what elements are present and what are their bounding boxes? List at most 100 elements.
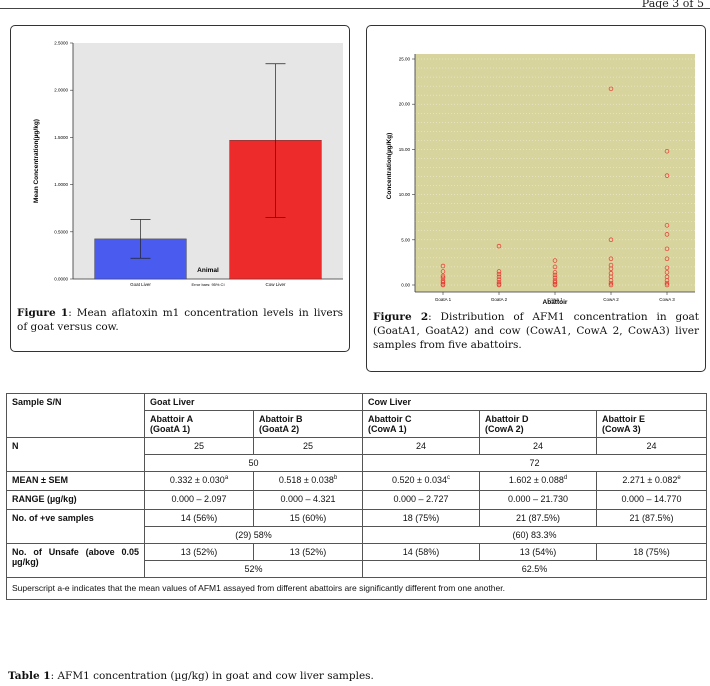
mean-value: 0.332 ± 0.030 (169, 475, 225, 485)
y-tick-label: 20.00 (399, 102, 411, 107)
table-cell: 14 (56%) (144, 509, 254, 527)
abattoir-e-label: Abattoir E (602, 414, 646, 424)
data-point (664, 232, 670, 237)
table-cell: 14 (58%) (362, 543, 481, 561)
abattoir-d-header: Abattoir D (CowA 2) (479, 410, 598, 438)
data-point (664, 173, 670, 178)
mean-value: 2.271 ± 0.082 (622, 475, 678, 485)
abattoir-c-code: (CowA 1) (368, 424, 407, 434)
x-axis-title: Animal (197, 267, 219, 274)
x-tick-label: CowA 1 (547, 297, 563, 302)
data-point (552, 270, 558, 275)
mean-superscript: d (563, 475, 568, 481)
row-label-unsafe: No. of Unsafe (above 0.05 µg/kg) (6, 543, 145, 578)
abattoir-c-header: Abattoir C (CowA 1) (362, 410, 481, 438)
y-axis-title: Concentration(µg/Kg) (386, 133, 393, 200)
table-row-n-total: 50 72 (7, 454, 708, 472)
figure-2-caption-text: : Distribution of AFM1 concentration in … (373, 311, 699, 351)
table-cell: 21 (87.5%) (596, 509, 708, 527)
table-row-positive: No. of +ve samples 14 (56%) 15 (60%) 18 … (6, 509, 708, 544)
table-footnote: Superscript a-e indicates that the mean … (5, 577, 708, 600)
abattoir-b-label: Abattoir B (259, 414, 303, 424)
table-cell: 24 (362, 437, 481, 455)
row-label-range: RANGE (µg/kg) (6, 490, 145, 510)
table-row-n: N 25 25 24 24 24 (6, 437, 708, 472)
data-point (440, 275, 446, 281)
table-cell: 24 (479, 437, 598, 455)
mean-superscript: e (677, 475, 681, 481)
figure-1-caption-label: Figure 1 (17, 307, 69, 319)
table-cell: 24 (596, 437, 708, 455)
goat-positive-total: (29) 58% (143, 526, 364, 544)
y-tick-label: 15.00 (399, 147, 411, 152)
row-label-n: N (6, 437, 145, 472)
data-point (608, 262, 614, 268)
page-header: Page 3 of 5 (641, 0, 704, 8)
goat-unsafe-total: 52% (143, 560, 364, 578)
table-cell: 0.000 – 2.727 (362, 490, 481, 510)
data-point (440, 269, 446, 274)
data-point (552, 264, 558, 270)
table-cell: 0.000 – 2.097 (144, 490, 254, 510)
data-point (664, 256, 670, 262)
data-point (608, 237, 614, 243)
figure-2: 0.00 5.00 10.00 15.00 20.00 25.00 GoatA 1 GoatA… (366, 25, 706, 372)
table-cell: 21 (87.5%) (479, 509, 598, 527)
cow-liver-header: Cow Liver (362, 393, 708, 411)
data-point (664, 246, 670, 252)
figure-2-scatter-chart: 0.00 5.00 10.00 15.00 20.00 25.00 GoatA 1 GoatA… (386, 54, 695, 306)
table-caption-label: Table 1 (8, 670, 51, 682)
table-cell: 0.520 ± 0.034c (362, 471, 481, 491)
y-tick-label: 25.00 (399, 57, 411, 62)
y-tick-label: 2.5000 (54, 41, 68, 46)
table-cell: 0.000 – 4.321 (252, 490, 364, 510)
table-row-range: RANGE (µg/kg) 0.000 – 2.097 0.000 – 4.32… (6, 490, 708, 510)
figure-1-caption-text: : Mean aflatoxin m1 concentration levels… (17, 307, 343, 333)
y-axis-title: Mean Concentration(µg/kg) (33, 119, 40, 203)
data-point (552, 278, 558, 283)
data-point (608, 256, 614, 262)
data-point (664, 223, 670, 228)
x-tick-label: CowA 2 (603, 297, 619, 302)
table-footnote-row: Superscript a-e indicates that the mean … (5, 577, 708, 600)
mean-superscript: c (447, 475, 450, 481)
data-point (440, 263, 446, 269)
table-cell: 25 (144, 437, 254, 455)
x-tick-label: GoatA 2 (491, 297, 508, 302)
data-point (664, 282, 670, 288)
abattoir-a-header: Abattoir A (GoatA 1) (144, 410, 254, 438)
y-tick-label: 0.00 (401, 283, 410, 288)
data-point (664, 265, 670, 271)
data-point (608, 282, 614, 288)
table-cell: 18 (75%) (596, 543, 708, 561)
x-axis-title: Abattoir (543, 299, 568, 306)
data-point (664, 270, 670, 275)
data-point (440, 278, 446, 283)
data-point (552, 258, 558, 263)
data-point (608, 270, 614, 276)
x-tick-label: GoatA 1 (435, 297, 452, 302)
abattoir-d-code: (CowA 2) (485, 424, 524, 434)
data-point (608, 280, 614, 286)
y-tick-label: 5.00 (401, 237, 410, 242)
y-tick-label: 1.5000 (54, 135, 68, 140)
x-tick-label: CowA 3 (659, 297, 675, 302)
y-tick-label: 2.0000 (54, 88, 68, 93)
mean-superscript: a (224, 475, 229, 481)
figure-2-caption: Figure 2: Distribution of AFM1 concentra… (373, 310, 699, 352)
table-cell: 18 (75%) (362, 509, 481, 527)
abattoir-c-label: Abattoir C (368, 414, 412, 424)
plot-area (415, 54, 695, 292)
x-tick-label: Cow Liver (265, 282, 286, 287)
table-cell: 0.000 – 21.730 (479, 490, 598, 510)
table-cell: 25 (252, 437, 364, 455)
table-cell: 0.518 ± 0.038b (252, 471, 364, 491)
mean-value: 0.518 ± 0.038 (278, 475, 334, 485)
abattoir-a-label: Abattoir A (150, 414, 194, 424)
y-tick-label: 10.00 (399, 192, 411, 197)
cow-positive-total: (60) 83.3% (362, 526, 708, 544)
table-row-mean: MEAN ± SEM 0.332 ± 0.030a 0.518 ± 0.038b… (6, 471, 708, 491)
data-point (496, 277, 502, 282)
table-cell: 1.602 ± 0.088d (479, 471, 598, 491)
abattoir-b-code: (GoatA 2) (259, 424, 300, 434)
